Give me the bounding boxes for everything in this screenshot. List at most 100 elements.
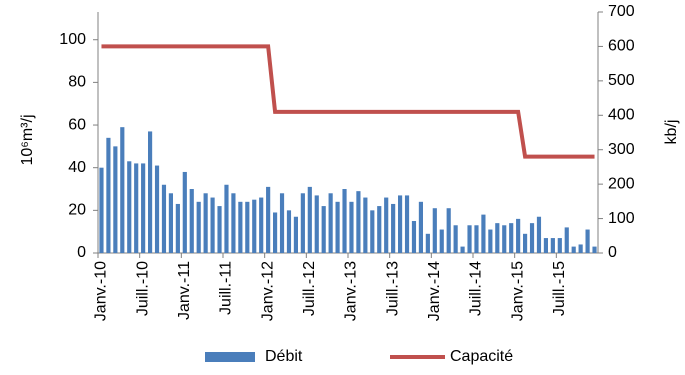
x-tick-label: Janv.-15 xyxy=(509,261,526,321)
bar xyxy=(411,221,417,253)
bar xyxy=(363,197,368,253)
bar xyxy=(286,210,292,253)
x-tick-label: Janv.-13 xyxy=(343,261,360,321)
y2-tick-label: 100 xyxy=(608,210,635,227)
bar xyxy=(321,206,326,253)
y-tick-label: 40 xyxy=(68,159,86,176)
bar xyxy=(377,206,382,253)
bar xyxy=(300,193,305,253)
y-tick-label: 20 xyxy=(68,202,86,219)
bar xyxy=(217,206,222,253)
bar xyxy=(113,146,118,253)
x-tick-label: Janv.-12 xyxy=(259,261,276,321)
x-tick-label: Juill.-14 xyxy=(468,261,485,316)
bar xyxy=(481,214,486,253)
y2-tick-label: 0 xyxy=(608,244,617,261)
y2-tick-label: 500 xyxy=(608,72,635,89)
bar xyxy=(252,199,257,253)
bar xyxy=(543,238,548,253)
bar xyxy=(349,201,354,253)
y-tick-label: 100 xyxy=(59,31,86,48)
bar xyxy=(425,233,430,253)
bar xyxy=(307,186,312,253)
legend-label: Débit xyxy=(265,348,303,365)
bar xyxy=(175,203,180,253)
bar xyxy=(141,163,146,253)
bar xyxy=(474,225,479,253)
bar xyxy=(161,184,167,253)
bar xyxy=(460,246,465,253)
bar xyxy=(418,201,423,253)
x-tick-label: Juill.-13 xyxy=(384,261,401,316)
bar xyxy=(578,244,583,253)
bar xyxy=(536,216,542,253)
bar xyxy=(523,233,528,253)
legend-swatch xyxy=(205,352,255,362)
bar xyxy=(439,229,444,253)
bar xyxy=(585,229,590,253)
bar xyxy=(210,197,215,253)
bar xyxy=(154,165,160,253)
bar xyxy=(120,127,125,253)
y2-tick-label: 700 xyxy=(608,3,635,20)
bar xyxy=(467,225,472,253)
bar xyxy=(550,238,555,253)
bar xyxy=(259,197,264,253)
x-tick-label: Janv.-10 xyxy=(93,261,110,321)
bar xyxy=(148,131,153,253)
bar xyxy=(224,184,229,253)
bar xyxy=(328,193,333,253)
bar xyxy=(134,163,139,253)
line xyxy=(101,44,595,159)
bar xyxy=(446,208,451,253)
bar xyxy=(384,197,389,253)
bar xyxy=(293,216,298,253)
y2-tick-label: 200 xyxy=(608,175,635,192)
y2-tick-label: 300 xyxy=(608,141,635,158)
bar xyxy=(266,186,271,253)
bar xyxy=(557,238,562,253)
bar xyxy=(335,201,340,253)
bar xyxy=(196,201,201,253)
bar xyxy=(529,223,535,253)
legend-label: Capacité xyxy=(450,348,513,365)
bar xyxy=(314,195,319,253)
x-tick-label: Juill.-15 xyxy=(551,261,568,316)
x-tick-label: Juill.-12 xyxy=(301,261,318,316)
x-tick-label: Juill.-11 xyxy=(218,261,235,315)
bar xyxy=(231,193,236,253)
bar xyxy=(342,189,347,253)
x-tick-label: Juill.-10 xyxy=(134,261,151,316)
y2-axis-title: kb/j xyxy=(663,120,680,145)
bar xyxy=(168,193,173,253)
bar xyxy=(245,201,250,253)
y-tick-label: 60 xyxy=(68,116,86,133)
bar xyxy=(571,246,576,253)
x-tick-label: Janv.-11 xyxy=(176,261,193,320)
bar xyxy=(182,171,187,253)
bar xyxy=(453,225,458,253)
bar xyxy=(99,167,104,253)
bar xyxy=(509,223,514,253)
bar xyxy=(564,227,569,253)
x-tick-label: Janv.-14 xyxy=(426,261,443,321)
bar xyxy=(391,203,396,253)
bar xyxy=(106,137,111,253)
bar xyxy=(398,195,403,253)
y2-tick-label: 600 xyxy=(608,38,635,55)
bar xyxy=(238,201,243,253)
y2-tick-label: 400 xyxy=(608,107,635,124)
bar xyxy=(127,161,132,253)
bar xyxy=(203,193,208,253)
bar xyxy=(495,223,500,253)
y-tick-label: 0 xyxy=(77,244,86,261)
bar xyxy=(502,225,507,253)
bar xyxy=(592,246,597,253)
bar xyxy=(404,195,410,253)
bar xyxy=(516,218,521,253)
bar xyxy=(273,212,278,253)
bar xyxy=(279,193,285,253)
y-axis-title: 10⁶m³/j xyxy=(19,114,36,165)
y-tick-label: 80 xyxy=(68,74,86,91)
